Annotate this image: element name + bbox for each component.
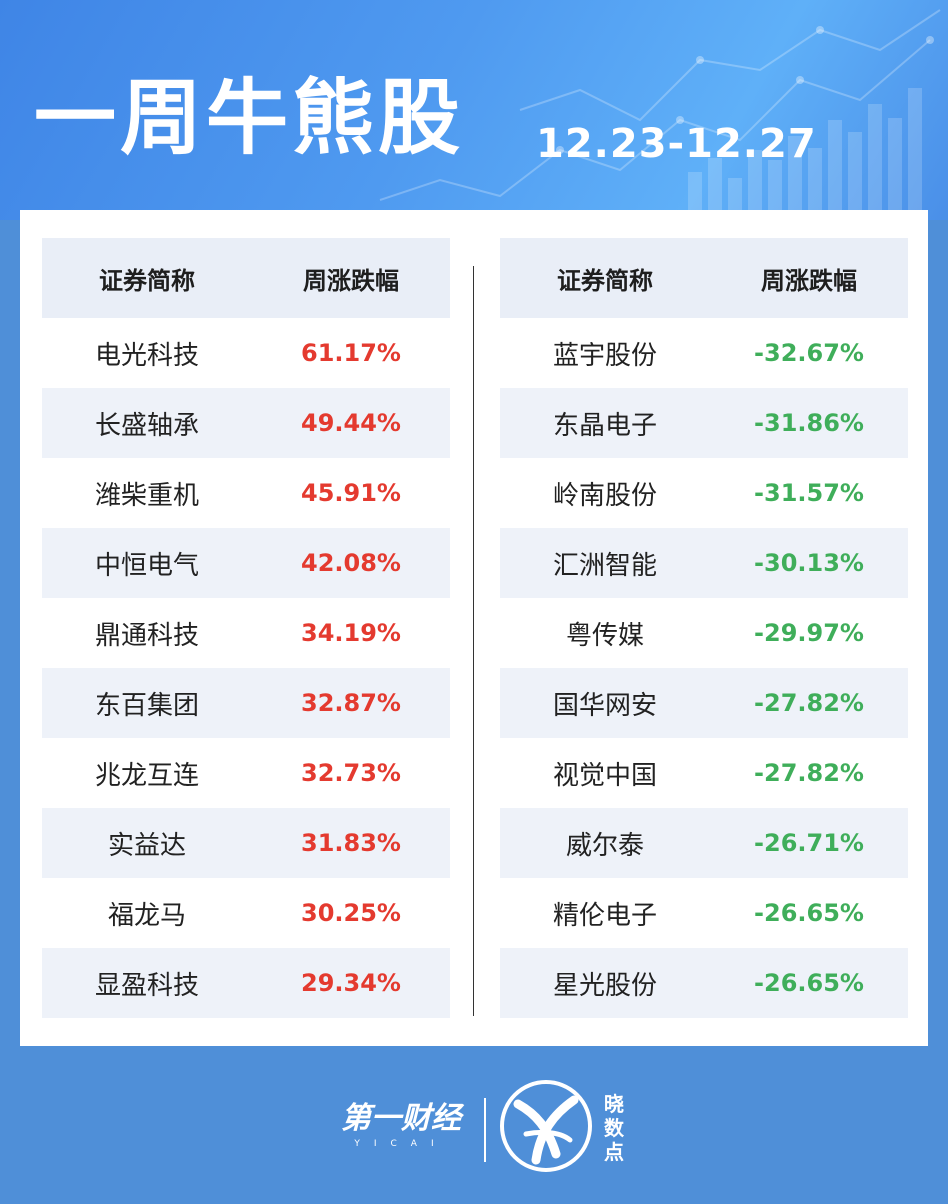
loser-row: 星光股份 -26.65% — [500, 948, 908, 1018]
weekly-change: 45.91% — [301, 479, 401, 507]
footer-separator — [484, 1098, 486, 1162]
stock-name: 中恒电气 — [94, 550, 199, 581]
weekly-change: 49.44% — [301, 409, 401, 437]
gainer-row: 显盈科技 29.34% — [42, 948, 450, 1018]
weekly-change: 32.73% — [301, 759, 401, 787]
header-banner: 一周牛熊股 12.23-12.27 — [0, 0, 948, 220]
stock-name: 国华网安 — [552, 690, 657, 721]
stock-name: 威尔泰 — [565, 830, 644, 861]
stock-name: 实益达 — [107, 830, 186, 861]
gainer-row: 电光科技 61.17% — [42, 318, 450, 388]
loser-row: 精伦电子 -26.65% — [500, 878, 908, 948]
date-range: 12.23-12.27 — [536, 121, 817, 167]
weekly-change: -26.65% — [754, 969, 864, 997]
weekly-change: 61.17% — [301, 339, 401, 367]
stock-name: 粤传媒 — [565, 620, 644, 651]
table-divider — [473, 266, 474, 1016]
xiaoshudian-label: 晓 数 点 — [602, 1092, 626, 1164]
column-header-name: 证券简称 — [99, 266, 195, 295]
stock-name: 福龙马 — [107, 900, 186, 931]
loser-row: 粤传媒 -29.97% — [500, 598, 908, 668]
stock-name: 蓝宇股份 — [552, 340, 657, 371]
loser-row: 威尔泰 -26.71% — [500, 808, 908, 878]
losers-table-body: 蓝宇股份 -32.67% 东晶电子 -31.86% 岭南股份 -31.57% 汇洲智能 -30… — [500, 318, 908, 1018]
weekly-change: 42.08% — [301, 549, 401, 577]
weekly-change: -27.82% — [754, 689, 864, 717]
gainer-row: 中恒电气 42.08% — [42, 528, 450, 598]
yicai-logo: 第一财经 — [341, 1101, 461, 1136]
gainer-row: 实益达 31.83% — [42, 808, 450, 878]
loser-row: 蓝宇股份 -32.67% — [500, 318, 908, 388]
stock-name: 潍柴重机 — [94, 480, 199, 511]
stock-name: 电光科技 — [94, 340, 199, 371]
page-title: 一周牛熊股 — [34, 71, 465, 166]
xiaoshudian-logo-icon — [500, 1080, 592, 1172]
yicai-logo-sub: YICAI — [354, 1139, 448, 1149]
loser-row: 国华网安 -27.82% — [500, 668, 908, 738]
stock-name: 长盛轴承 — [94, 410, 199, 441]
losers-table: 证券简称 周涨跌幅 蓝宇股份 -32.67% 东晶电子 -31.86% 岭南股份 -31.… — [500, 238, 908, 1018]
stock-name: 岭南股份 — [552, 480, 657, 511]
stock-name: 视觉中国 — [552, 760, 657, 791]
brand-char: 数 — [604, 1116, 624, 1140]
weekly-change: 29.34% — [301, 969, 401, 997]
loser-row: 东晶电子 -31.86% — [500, 388, 908, 458]
weekly-change: -31.57% — [754, 479, 864, 507]
stock-name: 东晶电子 — [552, 410, 657, 441]
weekly-change: 30.25% — [301, 899, 401, 927]
stock-name: 精伦电子 — [552, 900, 657, 931]
losers-table-header: 证券简称 周涨跌幅 — [500, 238, 908, 318]
weekly-change: 34.19% — [301, 619, 401, 647]
stock-name: 星光股份 — [552, 970, 657, 1001]
weekly-change: -30.13% — [754, 549, 864, 577]
weekly-change: -31.86% — [754, 409, 864, 437]
gainers-table: 证券简称 周涨跌幅 电光科技 61.17% 长盛轴承 49.44% 潍柴重机 45.91%… — [42, 238, 450, 1018]
stock-name: 兆龙互连 — [94, 760, 199, 791]
stock-name: 汇洲智能 — [552, 550, 657, 581]
gainer-row: 潍柴重机 45.91% — [42, 458, 450, 528]
loser-row: 汇洲智能 -30.13% — [500, 528, 908, 598]
brand-char: 点 — [604, 1140, 624, 1164]
loser-row: 岭南股份 -31.57% — [500, 458, 908, 528]
brand-char: 晓 — [604, 1092, 624, 1116]
content-panel: 证券简称 周涨跌幅 电光科技 61.17% 长盛轴承 49.44% 潍柴重机 45.91%… — [20, 210, 928, 1046]
weekly-change: -26.65% — [754, 899, 864, 927]
weekly-change: 31.83% — [301, 829, 401, 857]
weekly-change: -27.82% — [754, 759, 864, 787]
stock-name: 显盈科技 — [94, 970, 199, 1001]
gainers-table-header: 证券简称 周涨跌幅 — [42, 238, 450, 318]
gainer-row: 兆龙互连 32.73% — [42, 738, 450, 808]
stock-name: 东百集团 — [94, 690, 199, 721]
gainer-row: 东百集团 32.87% — [42, 668, 450, 738]
gainer-row: 鼎通科技 34.19% — [42, 598, 450, 668]
weekly-change: -26.71% — [754, 829, 864, 857]
gainer-row: 长盛轴承 49.44% — [42, 388, 450, 458]
column-header-change: 周涨跌幅 — [761, 266, 857, 295]
gainers-table-body: 电光科技 61.17% 长盛轴承 49.44% 潍柴重机 45.91% 中恒电气 42.08%… — [42, 318, 450, 1018]
column-header-change: 周涨跌幅 — [303, 266, 399, 295]
weekly-change: -32.67% — [754, 339, 864, 367]
stock-name: 鼎通科技 — [94, 620, 199, 651]
column-header-name: 证券简称 — [557, 266, 653, 295]
weekly-change: 32.87% — [301, 689, 401, 717]
footer: 第一财经 YICAI 晓 数 点 — [0, 1070, 948, 1204]
gainer-row: 福龙马 30.25% — [42, 878, 450, 948]
weekly-change: -29.97% — [754, 619, 864, 647]
chart-decoration-icon — [379, 9, 941, 220]
loser-row: 视觉中国 -27.82% — [500, 738, 908, 808]
